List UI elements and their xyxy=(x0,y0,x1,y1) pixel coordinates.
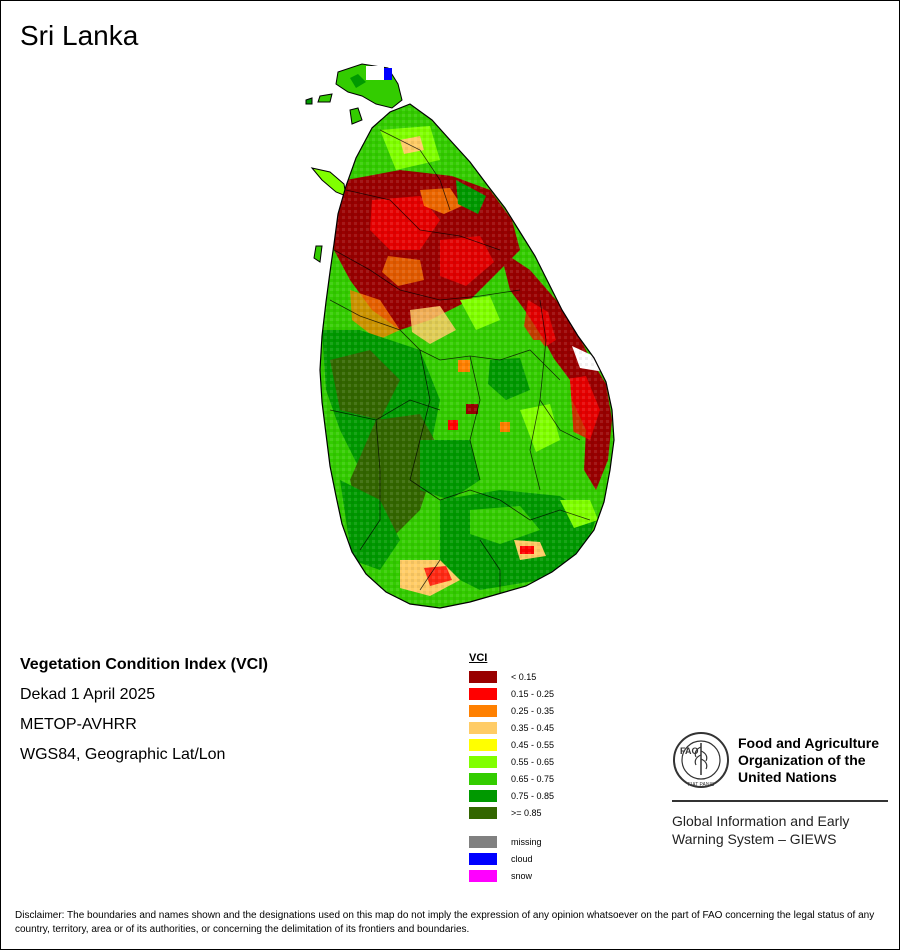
giews-line2: Warning System – GIEWS xyxy=(672,831,837,847)
legend-class-swatch xyxy=(469,704,497,717)
legend-other-swatch xyxy=(469,852,497,865)
fao-name: Food and Agriculture Organization of the… xyxy=(738,735,879,786)
legend-other-row: missing xyxy=(469,833,554,850)
legend-class-label: >= 0.85 xyxy=(511,807,542,818)
legend-class-row: < 0.15 xyxy=(469,668,554,685)
legend-other-label: cloud xyxy=(511,853,533,864)
vci-legend: VCI < 0.15 0.15 - 0.25 0.25 - 0.35 0.35 - 0… xyxy=(469,652,554,884)
sensor-label: METOP-AVHRR xyxy=(20,716,137,733)
legend-class-swatch xyxy=(469,772,497,785)
legend-class-row: 0.55 - 0.65 xyxy=(469,753,554,770)
legend-class-row: 0.35 - 0.45 xyxy=(469,719,554,736)
legend-class-row: 0.65 - 0.75 xyxy=(469,770,554,787)
legend-other-swatch xyxy=(469,869,497,882)
legend-class-row: 0.75 - 0.85 xyxy=(469,787,554,804)
product-name: Vegetation Condition Index (VCI) xyxy=(20,656,268,673)
fao-logo-motto: FIAT PANIS xyxy=(688,782,715,788)
legend-other-label: missing xyxy=(511,836,542,847)
fao-name-line2: Organization of the xyxy=(738,752,866,768)
legend-classes: < 0.15 0.15 - 0.25 0.25 - 0.35 0.35 - 0.45 0… xyxy=(469,668,554,821)
map-title: Sri Lanka xyxy=(20,20,139,51)
legend-other-label: snow xyxy=(511,870,533,881)
period-label: Dekad 1 April 2025 xyxy=(20,686,156,703)
legend-class-label: 0.75 - 0.85 xyxy=(511,790,555,801)
legend-title: VCI xyxy=(469,652,488,664)
sri-lanka-map xyxy=(305,63,615,609)
fao-branding: FAO FIAT PANIS Food and Agriculture Orga… xyxy=(672,731,888,848)
fao-name-line3: United Nations xyxy=(738,769,837,785)
legend-class-label: 0.25 - 0.35 xyxy=(511,705,555,716)
legend-other-swatch xyxy=(469,835,497,848)
legend-class-swatch xyxy=(469,806,497,819)
fao-logo-icon: FAO FIAT PANIS xyxy=(673,732,729,788)
giews-name: Global Information and Early Warning Sys… xyxy=(672,812,888,848)
legend-class-label: < 0.15 xyxy=(511,671,537,682)
giews-line1: Global Information and Early xyxy=(672,813,850,829)
legend-class-swatch xyxy=(469,755,497,768)
mannar-island xyxy=(310,107,363,263)
legend-class-label: 0.55 - 0.65 xyxy=(511,756,555,767)
map-info: Vegetation Condition Index (VCI) Dekad 1… xyxy=(20,656,268,776)
legend-class-swatch xyxy=(469,789,497,802)
legend-class-swatch xyxy=(469,721,497,734)
jaffna-peninsula xyxy=(305,63,403,109)
legend-class-row: 0.15 - 0.25 xyxy=(469,685,554,702)
legend-class-label: 0.65 - 0.75 xyxy=(511,773,555,784)
fao-name-line1: Food and Agriculture xyxy=(738,735,880,751)
legend-other-row: cloud xyxy=(469,850,554,867)
disclaimer: Disclaimer: The boundaries and names sho… xyxy=(15,910,875,935)
legend-class-swatch xyxy=(469,670,497,683)
legend-class-swatch xyxy=(469,687,497,700)
legend-class-swatch xyxy=(469,738,497,751)
island-vci-raster xyxy=(320,104,614,608)
legend-class-label: 0.45 - 0.55 xyxy=(511,739,555,750)
legend-class-label: 0.35 - 0.45 xyxy=(511,722,555,733)
legend-class-row: >= 0.85 xyxy=(469,804,554,821)
legend-class-row: 0.25 - 0.35 xyxy=(469,702,554,719)
projection-label: WGS84, Geographic Lat/Lon xyxy=(20,746,226,763)
legend-class-row: 0.45 - 0.55 xyxy=(469,736,554,753)
legend-other-row: snow xyxy=(469,867,554,884)
legend-other: missing cloud snow xyxy=(469,833,554,884)
legend-class-label: 0.15 - 0.25 xyxy=(511,688,555,699)
fao-logo-text: FAO xyxy=(680,746,699,756)
fao-divider xyxy=(672,800,888,802)
